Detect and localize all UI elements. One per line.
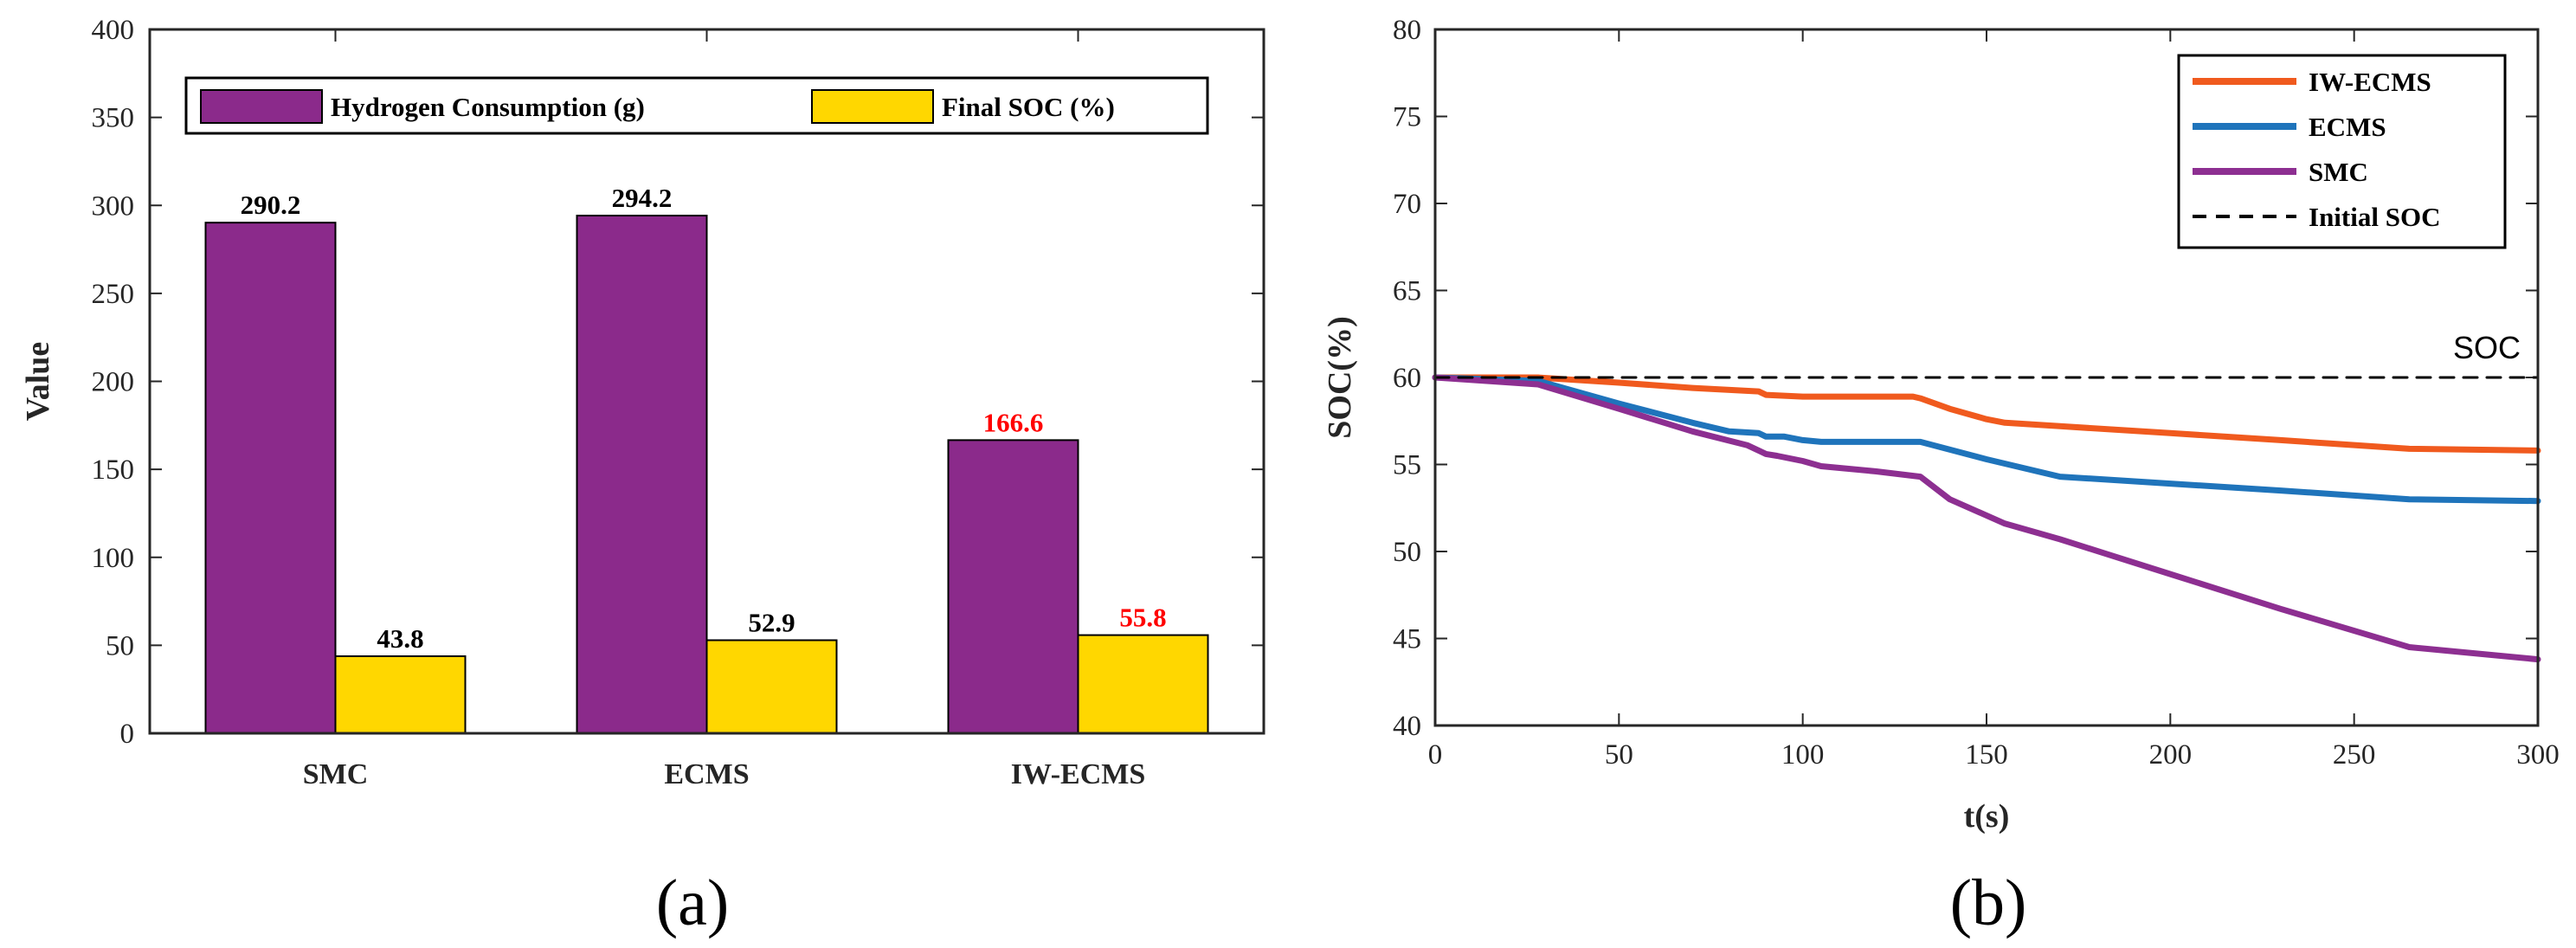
- x-tick-label: 200: [2149, 739, 2193, 771]
- bar-value-label: 166.6: [983, 407, 1044, 437]
- legend-label: Hydrogen Consumption (g): [331, 92, 645, 122]
- y-tick-label: 250: [92, 279, 135, 310]
- series-line-ecms: [1432, 374, 2541, 505]
- bar: [705, 639, 838, 735]
- axes-box-b: [1433, 28, 2540, 727]
- y-axis-label: Value: [20, 342, 56, 422]
- x-tick-label: 0: [1428, 739, 1443, 771]
- x-tick-label: 100: [1781, 739, 1825, 771]
- y-tick-label: 300: [92, 190, 135, 222]
- chart-a: 0 50 100 150 200 250 300 350 400 SMC 290.2 43.8 ECMS…: [20, 15, 1265, 939]
- series-line-smc: [1432, 374, 2541, 663]
- legend-label: Initial SOC: [2309, 202, 2440, 232]
- legend-label: IW-ECMS: [2309, 67, 2431, 97]
- x-tick-label: ECMS: [664, 758, 749, 790]
- x-axis-label: t(s): [1964, 798, 2010, 835]
- series-line-iw-ecms: [1432, 374, 2541, 454]
- y-axis-label: SOC(%): [1322, 316, 1358, 438]
- y-tick-label: 200: [92, 367, 135, 398]
- axes-box-a: [148, 28, 1265, 735]
- y-tick-label: 150: [92, 455, 135, 486]
- y-tick-label: 40: [1393, 711, 1421, 742]
- y-tick-label: 70: [1393, 189, 1421, 220]
- x-tick-label: 50: [1605, 739, 1633, 771]
- x-tick-label: 150: [1965, 739, 2008, 771]
- soc-annotation: SOC: [2453, 330, 2521, 365]
- y-tick-label: 60: [1393, 363, 1421, 394]
- legend-swatch: [811, 89, 934, 124]
- y-tick-label: 75: [1393, 102, 1421, 133]
- x-tick-label: SMC: [303, 758, 369, 790]
- x-tick-label: 300: [2516, 739, 2560, 771]
- bar-value-label: 52.9: [748, 607, 795, 637]
- y-tick-label: 65: [1393, 276, 1421, 307]
- legend-box: [2177, 54, 2507, 249]
- bar: [576, 215, 708, 734]
- legend-swatch: [200, 89, 323, 124]
- y-tick-label: 350: [92, 103, 135, 134]
- legend-label: ECMS: [2309, 112, 2386, 142]
- x-tick-label: IW-ECMS: [1011, 758, 1146, 790]
- legend-label: Final SOC (%): [942, 92, 1115, 122]
- bar: [204, 222, 337, 734]
- bar: [947, 439, 1079, 734]
- bar-value-label: 43.8: [377, 623, 423, 654]
- panel-label-a: (a): [656, 867, 729, 939]
- bar-value-label: 290.2: [241, 190, 301, 220]
- y-tick-label: 400: [92, 15, 135, 46]
- bar-value-label: 55.8: [1119, 603, 1166, 633]
- y-tick-label: 80: [1393, 15, 1421, 46]
- legend-box: [184, 76, 1209, 135]
- legend-b: IW-ECMS ECMS SMC Initial SOC: [2177, 54, 2507, 249]
- legend-label: SMC: [2309, 157, 2368, 187]
- panel-label-b: (b): [1950, 867, 2027, 939]
- y-tick-label: 0: [120, 719, 135, 750]
- y-tick-label: 100: [92, 543, 135, 574]
- x-tick-label: 250: [2333, 739, 2376, 771]
- y-tick-label: 45: [1393, 624, 1421, 655]
- y-tick-label: 50: [106, 630, 134, 661]
- legend-a: Hydrogen Consumption (g) Final SOC (%): [184, 76, 1209, 135]
- bar-value-label: 294.2: [612, 183, 673, 213]
- y-tick-label: 55: [1393, 450, 1421, 481]
- bar: [334, 655, 467, 734]
- chart-b: 40 45 50 55 60 65 70 75 80 0 50 100 150 200 250 300 SOC t…: [1322, 15, 2560, 939]
- bar: [1077, 634, 1209, 734]
- y-tick-label: 50: [1393, 537, 1421, 568]
